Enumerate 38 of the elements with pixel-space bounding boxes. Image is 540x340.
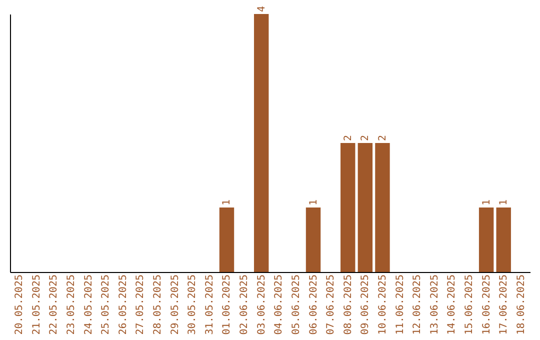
data-label: 2 <box>342 134 354 141</box>
x-tick-label: 15.06.2025 <box>464 274 475 335</box>
x-tick-label: 26.05.2025 <box>118 274 129 335</box>
x-tick-label: 24.05.2025 <box>83 274 94 335</box>
x-tick-label: 07.06.2025 <box>326 274 337 335</box>
data-label: 1 <box>308 199 320 206</box>
x-tick-label: 10.06.2025 <box>377 274 388 335</box>
data-label: 1 <box>498 199 510 206</box>
data-label: 2 <box>377 134 388 141</box>
x-tick-label: 20.05.2025 <box>14 274 26 335</box>
x-tick-label: 13.06.2025 <box>429 274 440 335</box>
x-tick-label: 16.06.2025 <box>481 274 492 335</box>
x-tick-label: 02.06.2025 <box>239 274 250 335</box>
data-label: 1 <box>222 199 233 206</box>
data-label: 1 <box>481 199 492 206</box>
x-tick-label: 09.06.2025 <box>360 274 372 335</box>
x-tick-label: 30.05.2025 <box>187 274 198 335</box>
x-tick-label: 31.05.2025 <box>204 274 216 335</box>
x-tick-label: 05.06.2025 <box>290 274 302 335</box>
x-tick-label: 08.06.2025 <box>342 274 354 335</box>
x-tick-label: 28.05.2025 <box>152 274 164 335</box>
x-tick-label: 03.06.2025 <box>256 274 268 335</box>
data-label: 4 <box>256 6 268 12</box>
x-tick-label: 18.06.2025 <box>516 274 527 335</box>
x-tick-label: 06.06.2025 <box>308 274 320 335</box>
x-tick-label: 01.06.2025 <box>222 274 233 335</box>
x-tick-label: 04.06.2025 <box>274 274 285 335</box>
x-tick-label: 14.06.2025 <box>446 274 458 335</box>
x-tick-label: 29.05.2025 <box>170 274 181 335</box>
x-tick-label: 11.06.2025 <box>394 274 406 335</box>
x-tick-label: 21.05.2025 <box>31 274 42 335</box>
x-tick-label: 22.05.2025 <box>48 274 60 335</box>
x-tick-label: 25.05.2025 <box>100 274 112 335</box>
data-label: 2 <box>360 134 372 141</box>
x-tick-label: 27.05.2025 <box>135 274 146 335</box>
x-tick-label: 23.05.2025 <box>66 274 77 335</box>
x-tick-label: 17.06.2025 <box>498 274 510 335</box>
x-tick-label: 12.06.2025 <box>412 274 424 335</box>
